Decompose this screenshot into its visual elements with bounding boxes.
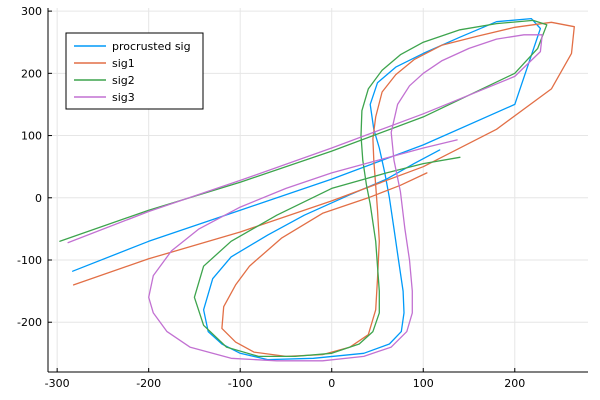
series-line-procrusted-sig — [72, 17, 542, 361]
x-tick-label: 200 — [504, 377, 525, 390]
legend-label: sig2 — [112, 74, 135, 87]
y-tick-label: -100 — [17, 254, 42, 267]
x-tick-label: 100 — [413, 377, 434, 390]
x-tick-label: 0 — [328, 377, 335, 390]
series-line-sig2 — [59, 19, 548, 358]
y-tick-label: 300 — [21, 5, 42, 18]
legend-label: procrusted sig — [112, 40, 191, 53]
y-tick-label: -200 — [17, 316, 42, 329]
axes: -300 -200 -100 0 100 200 -200 -100 0 100 200 300 — [17, 5, 588, 390]
y-tick-label: 100 — [21, 130, 42, 143]
series-line-sig3 — [67, 34, 543, 362]
legend-label: sig3 — [112, 91, 135, 104]
x-tick-label: -300 — [45, 377, 70, 390]
legend: procrusted sig sig1 sig2 sig3 — [65, 32, 204, 110]
series-line-sig1 — [72, 21, 575, 358]
legend-label: sig1 — [112, 57, 135, 70]
grid — [48, 8, 588, 372]
x-tick-label: -100 — [228, 377, 253, 390]
y-tick-label: 0 — [35, 192, 42, 205]
x-tick-label: -200 — [136, 377, 161, 390]
series-group — [59, 17, 575, 362]
y-tick-label: 200 — [21, 67, 42, 80]
